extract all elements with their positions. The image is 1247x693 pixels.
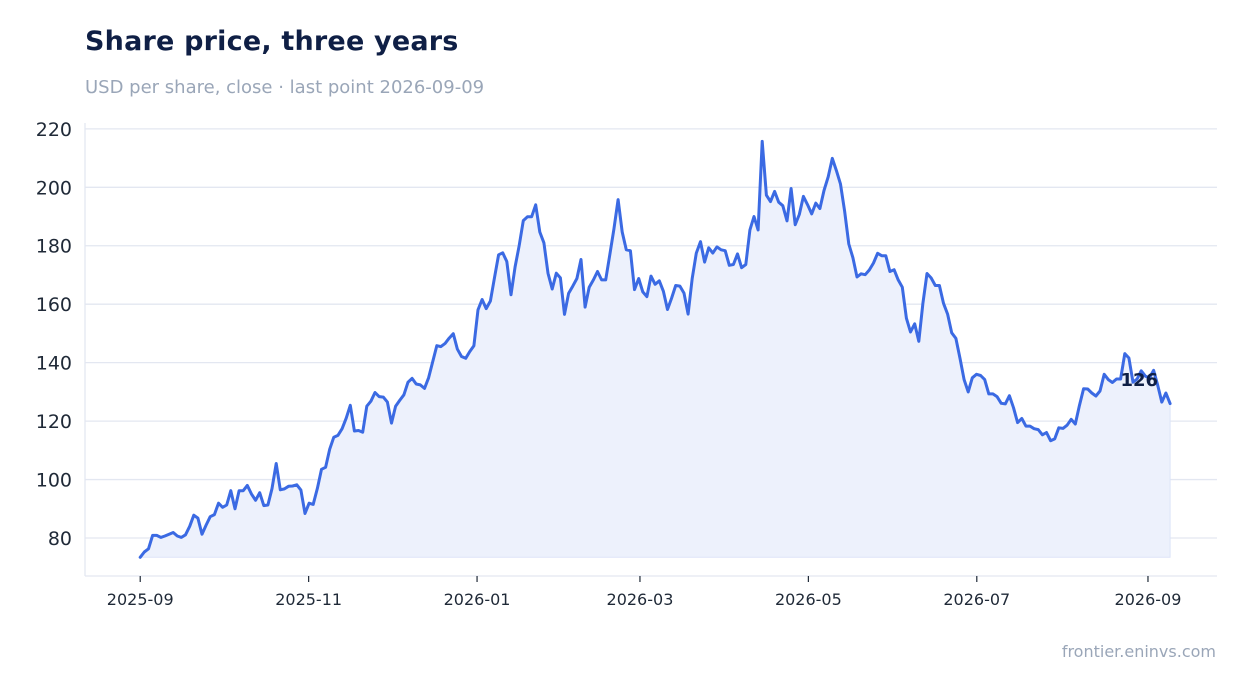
x-tick-label-2025-11: 2025-11: [275, 590, 342, 609]
x-tick-label-2026-07: 2026-07: [943, 590, 1010, 609]
y-tick-label-100: 100: [36, 470, 72, 492]
y-tick-label-180: 180: [36, 236, 72, 258]
x-tick-label-2025-09: 2025-09: [107, 590, 174, 609]
axes: [84, 123, 1217, 582]
x-tick-label-2026-03: 2026-03: [607, 590, 674, 609]
price-area-fill: [139, 141, 1171, 558]
y-tick-label-220: 220: [36, 119, 72, 141]
source-credit: frontier.eninvs.com: [1061, 642, 1216, 661]
tick-labels: 80 100 120 140 160 180 200 220 2025-09 2025-11 202…: [36, 119, 1182, 609]
x-tick-label-2026-01: 2026-01: [444, 590, 511, 609]
last-value-label: 126: [1120, 370, 1158, 391]
chart-title: Share price, three years: [85, 26, 459, 57]
x-tick-label-2026-05: 2026-05: [775, 590, 842, 609]
y-tick-label-120: 120: [36, 411, 72, 433]
y-tick-label-200: 200: [36, 177, 72, 199]
chart-subtitle: USD per share, close · last point 2026-0…: [85, 77, 485, 98]
y-tick-label-160: 160: [36, 294, 72, 316]
plot-area: [138, 139, 1172, 559]
y-tick-label-140: 140: [36, 353, 72, 375]
x-tick-label-2026-09: 2026-09: [1115, 590, 1182, 609]
price-line: [138, 139, 1172, 559]
y-tick-label-80: 80: [48, 528, 72, 550]
